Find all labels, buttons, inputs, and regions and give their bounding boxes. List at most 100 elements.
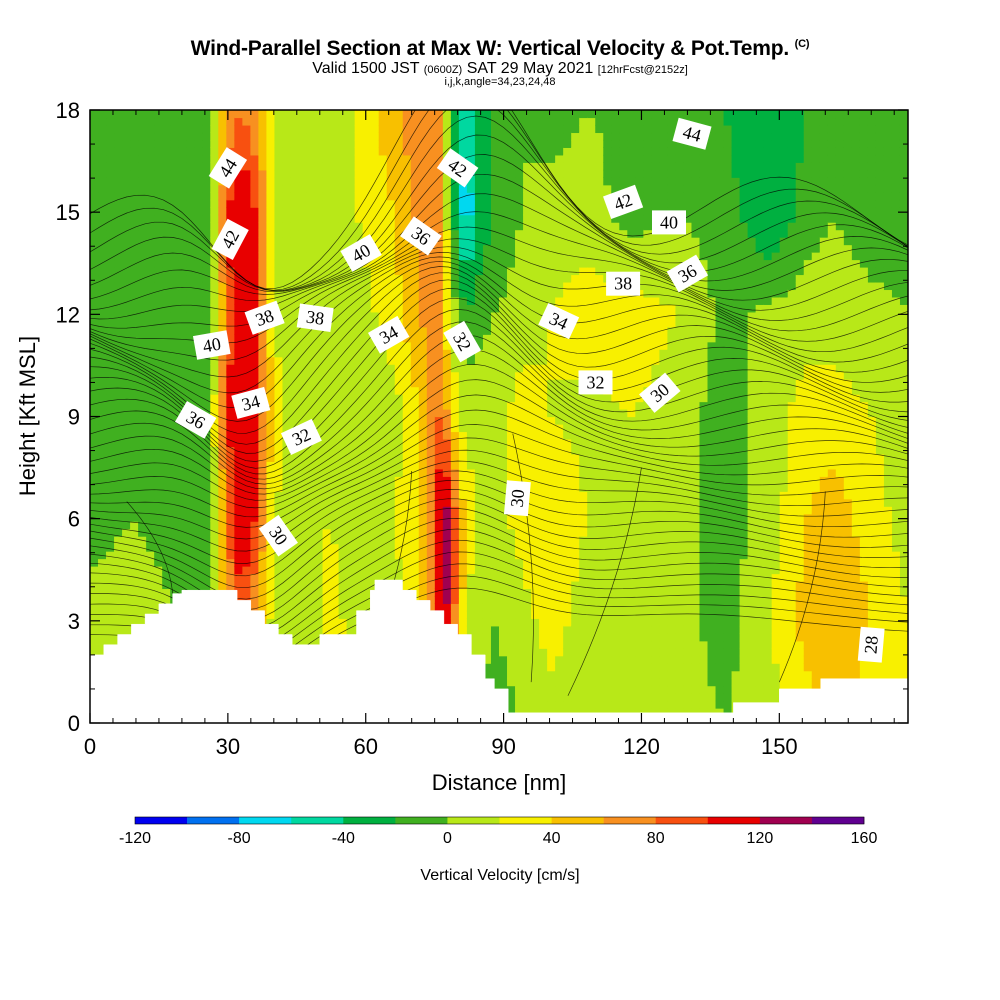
velocity-cell (571, 341, 580, 350)
velocity-cell (290, 334, 300, 343)
velocity-cell (571, 468, 580, 477)
velocity-cell (466, 274, 476, 283)
velocity-cell (370, 169, 380, 178)
velocity-cell (282, 551, 292, 560)
velocity-cell (202, 431, 211, 440)
velocity-cell (490, 356, 500, 365)
velocity-cell (162, 274, 171, 283)
velocity-cell (378, 110, 388, 119)
velocity-cell (499, 237, 508, 246)
velocity-cell (226, 207, 235, 216)
velocity-cell (330, 394, 340, 403)
velocity-cell (194, 528, 203, 537)
velocity-cell (346, 162, 356, 171)
velocity-cell (114, 117, 123, 126)
velocity-cell (402, 334, 412, 343)
velocity-cell (378, 147, 388, 156)
velocity-cell (515, 610, 524, 619)
velocity-cell (531, 708, 540, 717)
velocity-cell (314, 349, 324, 358)
velocity-cell (386, 491, 396, 500)
velocity-cell (170, 379, 179, 388)
velocity-cell (539, 222, 548, 231)
velocity-cell (450, 184, 460, 193)
velocity-cell (250, 558, 260, 567)
velocity-cell (362, 588, 372, 597)
velocity-cell (138, 379, 147, 388)
velocity-cell (250, 207, 260, 216)
velocity-cell (202, 521, 211, 530)
velocity-cell (555, 371, 564, 380)
velocity-cell (362, 580, 372, 590)
velocity-cell (362, 341, 372, 350)
velocity-cell (146, 110, 155, 119)
velocity-cell (563, 588, 572, 597)
velocity-cell (426, 498, 436, 507)
velocity-cell (458, 416, 468, 425)
velocity-cell (571, 640, 580, 649)
velocity-cell (306, 259, 316, 268)
velocity-cell (474, 244, 484, 253)
velocity-cell (122, 154, 131, 163)
velocity-cell (442, 110, 452, 119)
velocity-cell (226, 551, 235, 560)
velocity-cell (138, 259, 147, 268)
velocity-cell (146, 506, 155, 515)
velocity-cell (338, 446, 348, 455)
velocity-cell (378, 356, 388, 365)
velocity-cell (434, 551, 444, 560)
velocity-cell (523, 603, 532, 612)
velocity-cell (450, 513, 460, 522)
velocity-cell (186, 349, 195, 358)
velocity-cell (402, 132, 412, 141)
velocity-cell (490, 670, 500, 679)
velocity-cell (499, 259, 508, 268)
velocity-cell (98, 222, 107, 231)
velocity-cell (466, 476, 476, 485)
velocity-cell (547, 513, 556, 522)
velocity-cell (314, 162, 324, 171)
velocity-cell (563, 296, 572, 305)
velocity-cell (298, 595, 308, 604)
velocity-cell (314, 588, 324, 597)
velocity-cell (90, 506, 99, 515)
velocity-cell (450, 438, 460, 448)
velocity-cell (458, 588, 468, 597)
velocity-cell (138, 506, 147, 515)
velocity-cell (162, 334, 171, 343)
velocity-cell (114, 169, 123, 178)
velocity-cell (563, 289, 572, 298)
velocity-cell (298, 625, 308, 634)
velocity-cell (322, 416, 332, 425)
velocity-cell (507, 633, 516, 642)
velocity-cell (322, 124, 332, 134)
velocity-cell (162, 192, 171, 201)
velocity-cell (98, 379, 107, 388)
velocity-cell (154, 476, 163, 485)
velocity-cell (426, 214, 436, 223)
velocity-cell (138, 214, 147, 223)
velocity-cell (386, 468, 396, 477)
velocity-cell (539, 184, 548, 193)
velocity-cell (178, 192, 187, 201)
velocity-cell (106, 214, 115, 223)
velocity-cell (507, 281, 516, 291)
velocity-cell (362, 364, 372, 373)
velocity-cell (282, 184, 292, 193)
velocity-cell (466, 356, 476, 365)
velocity-cell (482, 147, 492, 156)
velocity-cell (330, 536, 340, 545)
velocity-cell (346, 349, 356, 358)
velocity-cell (442, 311, 452, 320)
velocity-cell (106, 618, 115, 627)
velocity-cell (507, 693, 516, 702)
velocity-cell (490, 438, 500, 448)
velocity-cell (306, 521, 316, 530)
velocity-cell (242, 528, 251, 537)
velocity-cell (466, 528, 476, 537)
velocity-cell (154, 603, 163, 612)
velocity-cell (162, 394, 171, 403)
velocity-cell (354, 461, 364, 470)
velocity-cell (515, 169, 524, 178)
velocity-cell (418, 139, 428, 148)
